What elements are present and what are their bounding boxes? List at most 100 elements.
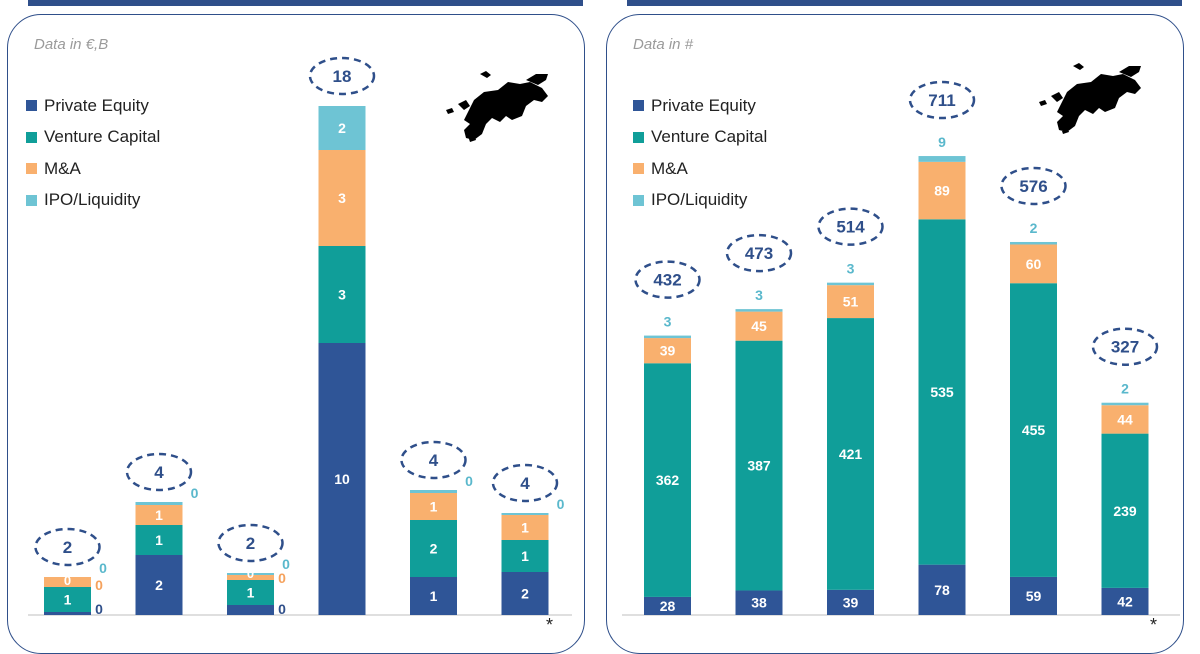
data-label-ma: 89 — [934, 183, 950, 199]
bar-segment-ma — [227, 575, 274, 580]
data-label-ipo: 3 — [847, 261, 855, 277]
europe-map-icon — [1039, 63, 1141, 134]
total-ellipse — [491, 463, 559, 503]
data-label-ma: 39 — [660, 343, 676, 359]
total-label: 432 — [653, 271, 681, 290]
legend-item-m-and-a: M&A — [633, 153, 767, 185]
legend-item-venture-capital: Venture Capital — [26, 122, 160, 154]
data-label-pe: 1 — [430, 588, 438, 604]
legend-item-private-equity: Private Equity — [633, 90, 767, 122]
bar-segment-ma — [410, 493, 457, 520]
bar-segment-vc — [735, 340, 783, 591]
data-label-ipo: 9 — [938, 134, 946, 150]
bar-segment-vc — [1101, 433, 1149, 588]
data-label-ma: 0 — [247, 566, 254, 581]
legend-item-private-equity: Private Equity — [26, 90, 160, 122]
data-label-ipo: 2 — [338, 120, 346, 136]
right-footnote: * — [1150, 615, 1158, 635]
data-label-vc: 239 — [1113, 503, 1137, 519]
bar-segment-ma — [501, 515, 549, 540]
bar-segment-pe — [135, 555, 183, 615]
bar-segment-vc — [501, 540, 549, 572]
data-label-ipo: 2 — [1121, 381, 1129, 397]
data-label-vc: 1 — [521, 548, 529, 564]
data-label-vc: 1 — [247, 585, 255, 601]
legend-item-ipo-liquidity: IPO/Liquidity — [633, 185, 767, 217]
data-label-vc: 2 — [430, 541, 438, 557]
legend-label: M&A — [44, 158, 81, 178]
legend-label: IPO/Liquidity — [44, 190, 141, 210]
bar-segment-vc — [1010, 283, 1057, 577]
data-label-ma: 51 — [843, 294, 859, 310]
total-ellipse — [217, 523, 284, 563]
bar-segment-ipo — [644, 335, 691, 339]
data-label-ma-outside: 0 — [95, 577, 103, 593]
legend-swatch — [26, 131, 37, 143]
left-data-note: Data in €,B — [34, 36, 109, 53]
data-label-vc: 535 — [930, 384, 954, 400]
data-label-ipo: 0 — [99, 560, 107, 576]
total-ellipse — [1000, 166, 1067, 206]
legend-swatch — [633, 163, 644, 175]
data-label-ipo: 2 — [1030, 220, 1038, 236]
left-footnote: * — [546, 615, 554, 635]
total-ellipse — [308, 56, 376, 96]
bar-segment-ipo — [918, 156, 966, 162]
total-ellipse — [400, 440, 467, 480]
total-label: 2 — [63, 538, 72, 557]
bar-segment-ma — [644, 338, 691, 364]
data-label-pe: 42 — [1117, 593, 1133, 609]
legend-swatch — [26, 194, 37, 206]
bar-segment-pe — [227, 605, 274, 615]
data-label-pe: 38 — [751, 595, 767, 611]
data-label-ipo: 0 — [557, 496, 565, 512]
data-label-ipo: 0 — [191, 485, 199, 501]
bar-segment-ma — [318, 150, 366, 246]
bar-segment-ma — [1101, 405, 1149, 434]
data-label-ipo: 3 — [664, 314, 672, 330]
total-label: 18 — [333, 67, 352, 86]
data-label-pe: 78 — [934, 582, 950, 598]
data-label-pe: 2 — [155, 577, 163, 593]
total-label: 4 — [520, 474, 530, 493]
right-data-note: Data in # — [633, 36, 694, 53]
bar-segment-pe — [1010, 576, 1057, 615]
bar-segment-vc — [644, 363, 691, 597]
total-ellipse — [1091, 327, 1159, 366]
legend-label: Private Equity — [44, 95, 149, 115]
bar-segment-ipo — [735, 309, 783, 312]
bar-segment-ma — [1010, 244, 1057, 284]
europe-map-icon — [446, 71, 548, 142]
data-label-pe: 0 — [95, 601, 103, 617]
legend-label: Venture Capital — [651, 127, 768, 147]
total-ellipse — [908, 80, 976, 120]
bar-segment-pe — [644, 596, 691, 615]
bar-segment-ipo — [135, 502, 183, 505]
left-header-bar — [28, 0, 583, 6]
legend-item-venture-capital: Venture Capital — [633, 122, 767, 154]
bar-segment-ipo — [410, 490, 457, 493]
bar-segment-ipo — [1010, 241, 1057, 245]
bar-segment-vc — [827, 318, 874, 590]
legend-label: IPO/Liquidity — [651, 190, 748, 210]
data-label-ma: 1 — [521, 520, 529, 536]
total-label: 4 — [429, 451, 439, 470]
data-label-ma: 0 — [64, 573, 71, 588]
right-chart-panel — [606, 14, 1184, 654]
total-ellipse — [125, 452, 193, 492]
data-label-vc: 3 — [338, 287, 346, 303]
bar-segment-vc — [918, 219, 966, 565]
legend-label: M&A — [651, 158, 688, 178]
bar-segment-ipo — [227, 573, 274, 575]
data-label-vc: 455 — [1022, 422, 1046, 438]
bar-segment-vc — [135, 525, 183, 555]
total-label: 327 — [1111, 338, 1139, 357]
data-label-vc: 362 — [656, 472, 680, 488]
data-label-pe: 59 — [1026, 588, 1042, 604]
legend-swatch — [26, 163, 37, 175]
bar-segment-ipo — [1101, 402, 1149, 406]
data-label-ma: 3 — [338, 190, 346, 206]
bar-segment-pe — [44, 612, 91, 615]
total-label: 514 — [836, 218, 865, 237]
